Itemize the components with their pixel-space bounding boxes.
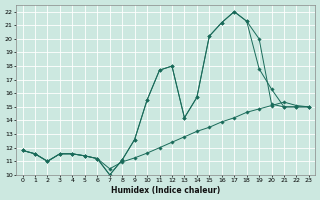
X-axis label: Humidex (Indice chaleur): Humidex (Indice chaleur)	[111, 186, 220, 195]
